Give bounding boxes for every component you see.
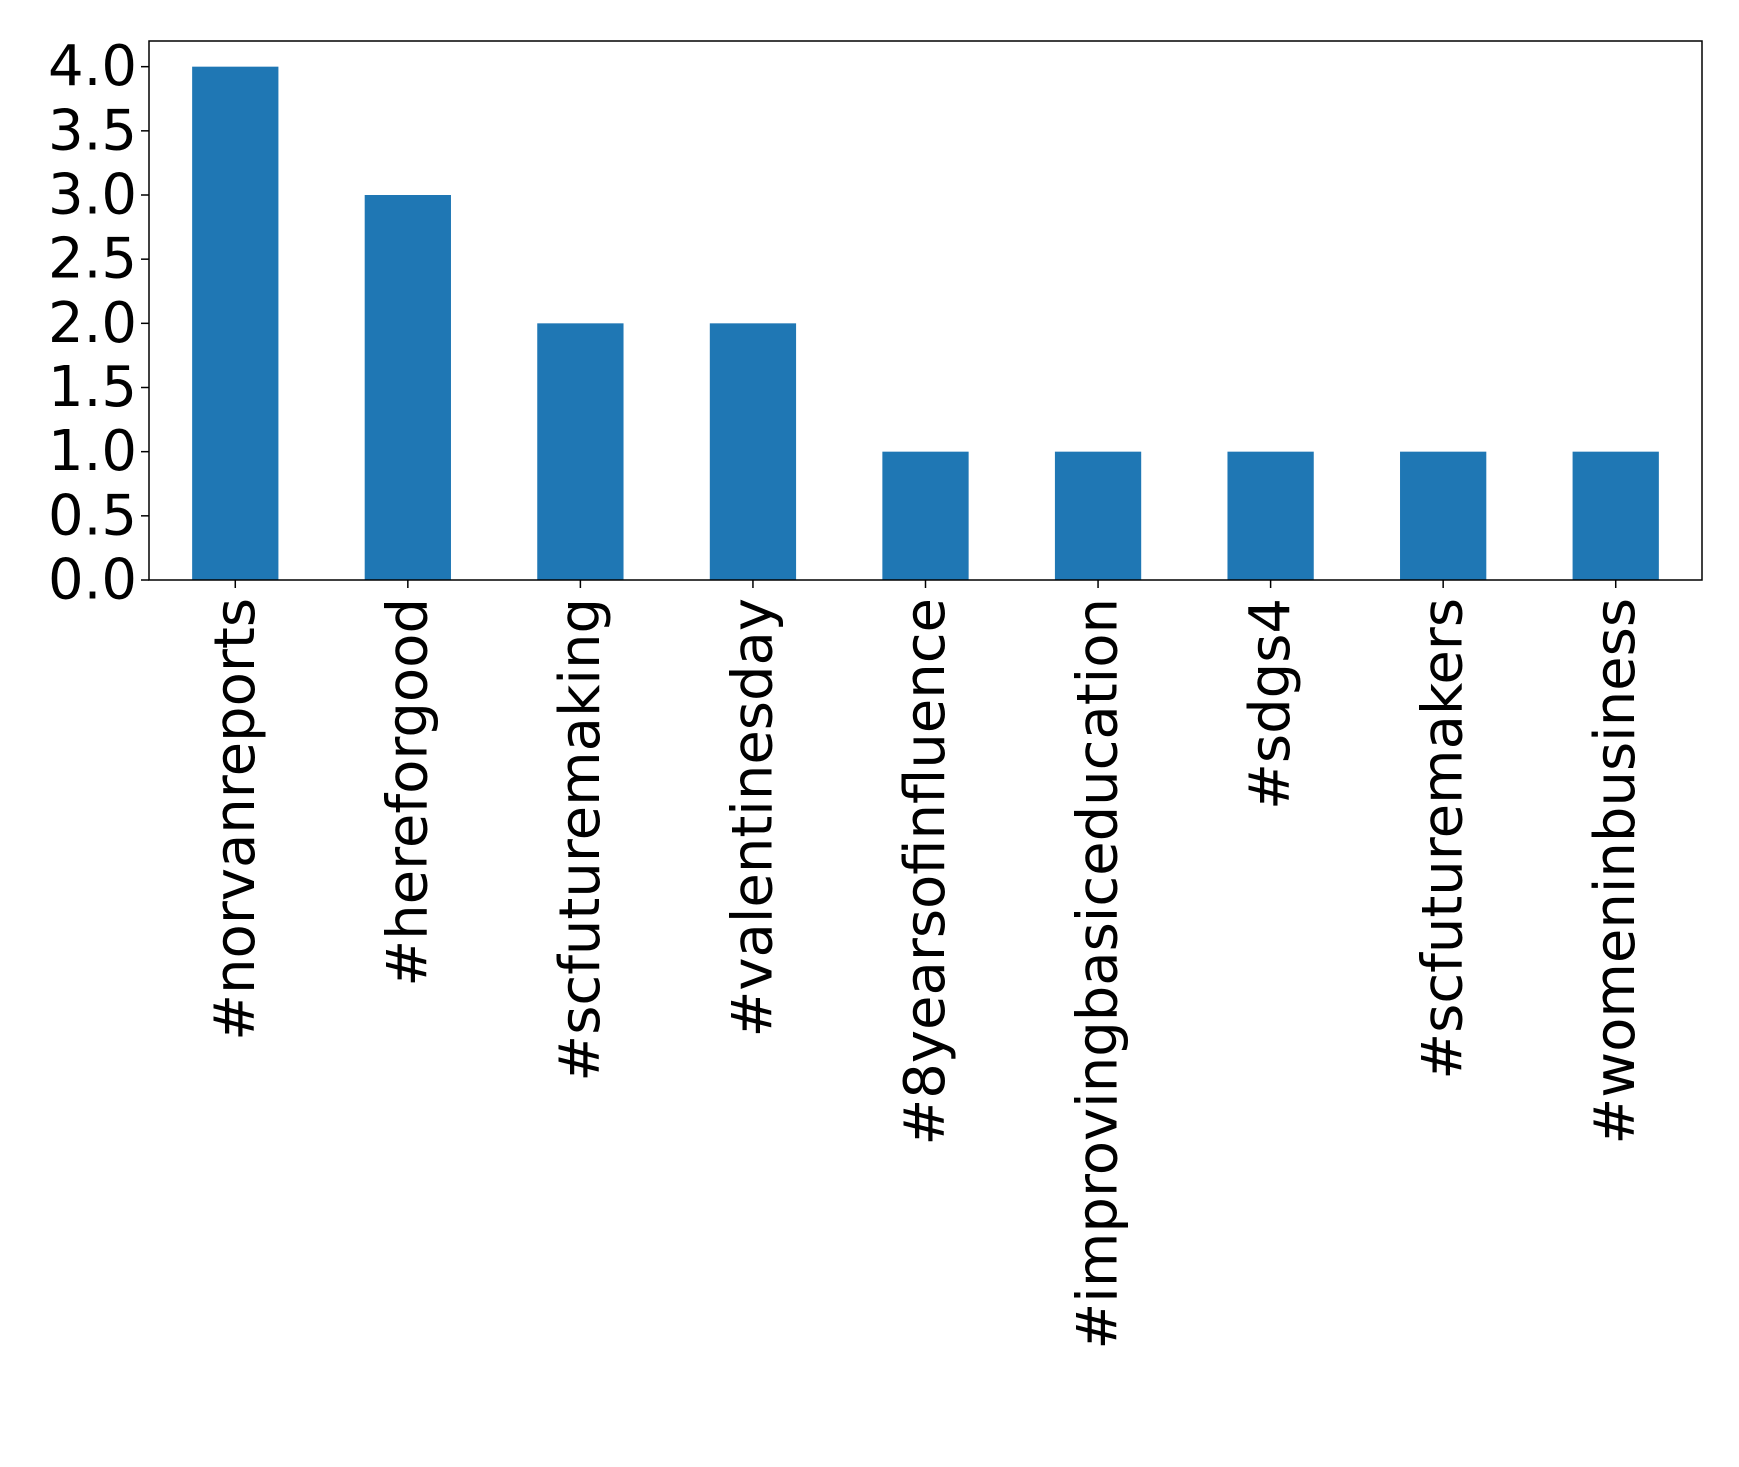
y-tick-label: 2.0 [48,291,137,356]
y-tick-label: 1.0 [48,419,137,484]
x-tick-label: #norvanreports [203,598,268,1041]
bar-hereforgood [364,195,451,580]
x-tick-label: #sdgs4 [1238,598,1303,810]
y-tick-label: 3.5 [48,98,137,163]
x-tick-label: #scfuturemaking [548,598,613,1082]
x-tick-label: #hereforgood [375,598,440,987]
x-axis: #norvanreports #hereforgood #scfuturemakin… [203,580,1648,1350]
bar-womeninbusiness [1572,451,1659,580]
bar-improvingbasiceducation [1054,451,1142,580]
x-tick-label: #scfuturemakers [1411,598,1476,1080]
bar-scfuturemakers [1400,451,1487,580]
x-tick-label: #improvingbasiceducation [1066,598,1131,1350]
bar-sdgs4 [1227,451,1314,580]
plot-frame [148,40,1703,581]
y-tick-label: 2.5 [48,227,137,292]
x-tick-label: #womeninbusiness [1583,598,1648,1145]
x-tick-label: #8yearsofinfluence [893,598,958,1146]
y-tick-label: 0.0 [48,548,137,613]
bar-valentinesday [709,323,797,580]
x-tick-label: #valentinesday [720,598,785,1038]
bar-8yearsofinfluence [882,451,969,580]
y-tick-label: 1.5 [48,355,137,420]
bars-layer [192,66,1659,580]
y-tick-label: 3.0 [48,163,137,228]
y-axis: 0.00.51.01.52.02.53.03.54.0 [48,34,149,613]
bar-scfuturemaking [537,323,624,580]
y-tick-label: 0.5 [48,483,137,548]
y-tick-label: 4.0 [48,34,137,99]
bar-norvanreports [192,66,279,580]
